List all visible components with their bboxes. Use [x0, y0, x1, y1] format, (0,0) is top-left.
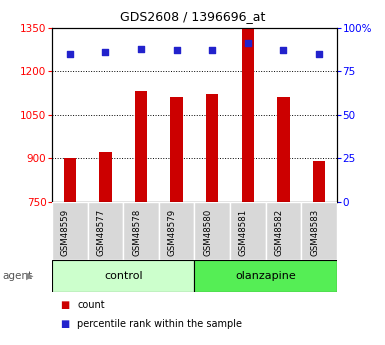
Text: GSM48583: GSM48583	[310, 209, 319, 256]
Bar	[123, 202, 159, 260]
Point	[138, 46, 144, 51]
Bar	[159, 202, 194, 260]
Bar	[230, 202, 266, 260]
Bar	[277, 97, 290, 202]
Bar	[194, 202, 230, 260]
Text: GDS2608 / 1396696_at: GDS2608 / 1396696_at	[120, 10, 265, 23]
Text: GSM48581: GSM48581	[239, 209, 248, 256]
Point	[67, 51, 73, 57]
Point	[209, 48, 215, 53]
Bar	[52, 202, 88, 260]
Text: olanzapine: olanzapine	[235, 271, 296, 281]
Text: control: control	[104, 271, 142, 281]
Bar	[171, 97, 183, 202]
Text: percentile rank within the sample: percentile rank within the sample	[77, 319, 242, 329]
Bar	[99, 152, 112, 202]
Point	[316, 51, 322, 57]
Text: GSM48580: GSM48580	[203, 209, 212, 256]
Bar	[266, 202, 301, 260]
Text: GSM48579: GSM48579	[167, 209, 177, 256]
Bar	[52, 260, 194, 292]
Text: GSM48578: GSM48578	[132, 209, 141, 256]
Text: agent: agent	[2, 271, 32, 281]
Text: GSM48577: GSM48577	[96, 209, 105, 256]
Point	[174, 48, 180, 53]
Text: count: count	[77, 300, 105, 310]
Bar	[313, 161, 325, 202]
Text: ▶: ▶	[26, 271, 33, 281]
Point	[102, 49, 109, 55]
Text: GSM48582: GSM48582	[275, 209, 283, 256]
Text: GSM48559: GSM48559	[61, 209, 70, 256]
Bar	[194, 260, 337, 292]
Text: ■: ■	[60, 300, 69, 310]
Bar	[64, 158, 76, 202]
Text: ■: ■	[60, 319, 69, 329]
Bar	[301, 202, 337, 260]
Bar	[135, 91, 147, 202]
Bar	[206, 95, 218, 202]
Bar	[88, 202, 123, 260]
Point	[280, 48, 286, 53]
Point	[245, 40, 251, 46]
Bar	[242, 28, 254, 202]
